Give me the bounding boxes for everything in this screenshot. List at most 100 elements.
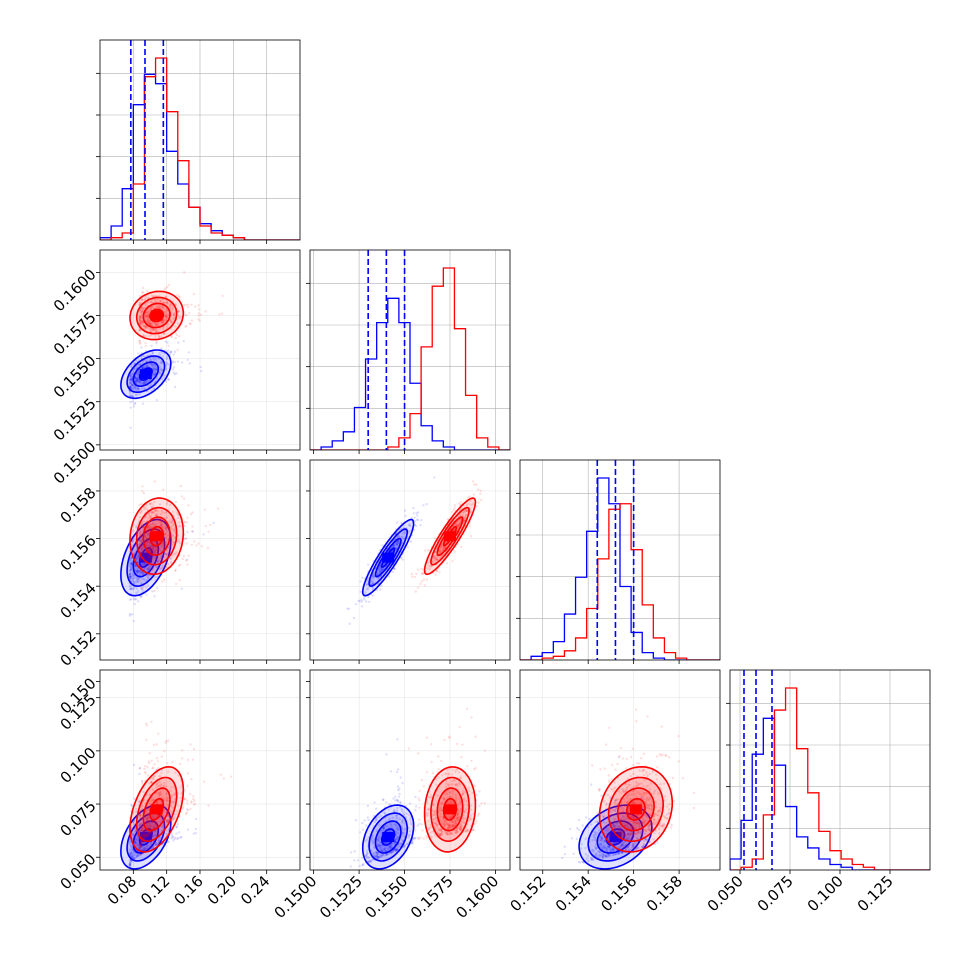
contour-1-0 [423, 766, 477, 853]
panel-frame [729, 669, 931, 871]
density-peak-1 [150, 804, 163, 815]
contour-0-1 [126, 528, 166, 588]
x-tick-label: 0.1575 [407, 872, 457, 922]
y-tick-label: 0.075 [57, 797, 100, 840]
density-peak-1 [444, 804, 456, 815]
contour-1-2 [142, 787, 171, 832]
histogram-series-0 [310, 297, 510, 450]
density-peak-1 [629, 804, 642, 815]
x-tick-label: 0.20 [204, 872, 240, 908]
contour-1-3 [626, 797, 646, 821]
x-tick-label: 0.152 [506, 872, 549, 915]
contour-1-0 [598, 765, 674, 853]
panel-frame [519, 669, 721, 871]
x-tick-label: 0.24 [237, 872, 273, 908]
y-tick-label: 0.100 [57, 744, 100, 787]
contour-1-3 [149, 525, 165, 547]
contour-1-0 [129, 497, 185, 575]
contour-0-2 [374, 537, 402, 578]
histogram-panel-2 [516, 459, 721, 661]
contour-0-0 [361, 518, 415, 597]
contour-1-1 [607, 776, 665, 843]
contour-1-2 [616, 787, 655, 832]
histogram-series-1 [520, 503, 720, 660]
y-tick-label: 0.152 [57, 627, 100, 670]
y-tick-label: 0.1500 [50, 438, 100, 488]
x-tick-label: 0.12 [137, 872, 173, 908]
y-tick-label: 0.1575 [50, 308, 100, 358]
panel-frame [309, 459, 511, 661]
x-tick-label: 0.154 [552, 872, 595, 915]
contour-0-2 [132, 537, 160, 578]
contour-1-1 [135, 776, 178, 843]
x-tick-label: 0.08 [104, 872, 140, 908]
density-peak-0 [382, 832, 395, 843]
contour-1-0 [129, 765, 185, 853]
contour-0-2 [132, 361, 160, 387]
histogram-series-0 [730, 717, 930, 870]
x-tick-label: 0.125 [854, 872, 897, 915]
y-tick-label: 0.156 [57, 532, 100, 575]
contour-0-1 [126, 355, 166, 393]
scatter-panel-3-0 [99, 669, 301, 871]
contour-1-2 [142, 302, 171, 329]
contour-0-0 [578, 804, 653, 870]
contour-1-2 [436, 516, 464, 556]
x-tick-label: 0.1600 [452, 872, 502, 922]
contour-0-1 [368, 812, 409, 862]
scatter-panel-2-0 [99, 459, 301, 661]
contour-0-1 [368, 528, 409, 588]
panel-frame [519, 459, 721, 661]
contour-1-1 [430, 506, 470, 566]
x-tick-label: 0.1550 [362, 872, 412, 922]
contour-1-0 [129, 290, 185, 341]
contour-0-0 [120, 349, 172, 400]
y-tick-label: 0.158 [57, 484, 100, 527]
scatter-panel-2-1 [309, 459, 511, 661]
y-tick-label: 0.050 [57, 850, 100, 893]
contour-0-1 [126, 812, 166, 862]
scatter-panel-3-1 [309, 669, 511, 871]
panel-frame [309, 249, 511, 451]
contour-0-2 [374, 820, 402, 854]
contour-1-3 [442, 797, 458, 821]
y-tick-label: 0.154 [57, 579, 100, 622]
contour-1-2 [436, 787, 464, 832]
density-peak-0 [382, 552, 395, 563]
histogram-panel-1 [306, 249, 511, 451]
density-peak-1 [150, 531, 163, 542]
x-tick-label: 0.16 [170, 872, 206, 908]
x-tick-label: 0.158 [643, 872, 686, 915]
x-tick-label: 0.156 [597, 872, 640, 915]
y-tick-label: 0.1600 [50, 265, 100, 315]
x-tick-label: 0.1525 [316, 872, 366, 922]
density-peak-0 [139, 369, 152, 380]
density-peak-0 [139, 552, 152, 563]
y-tick-label: 0.1550 [50, 352, 100, 402]
histogram-series-1 [310, 267, 510, 450]
density-peak-1 [150, 310, 163, 321]
density-peak-0 [609, 832, 622, 843]
histogram-panel-0 [96, 39, 301, 241]
scatter-panel-3-2 [519, 669, 721, 871]
contour-0-3 [605, 828, 626, 846]
x-tick-label: 0.1500 [271, 872, 321, 922]
scatter-panel-1-0 [99, 249, 301, 451]
contour-0-2 [596, 820, 635, 854]
contour-1-1 [430, 776, 470, 842]
contour-1-0 [423, 497, 477, 576]
contour-0-0 [361, 804, 415, 870]
contour-1-2 [142, 516, 171, 556]
x-tick-label: 0.075 [754, 872, 797, 915]
x-tick-label: 0.050 [704, 872, 747, 915]
density-peak-0 [139, 832, 152, 843]
x-tick-label: 0.100 [804, 872, 847, 915]
y-tick-label: 0.1525 [50, 395, 100, 445]
contour-1-1 [135, 506, 178, 566]
contour-1-1 [135, 296, 178, 335]
density-peak-1 [444, 531, 456, 542]
histogram-series-1 [730, 687, 930, 870]
histogram-panel-3 [726, 669, 931, 871]
panel-frame [309, 669, 511, 871]
